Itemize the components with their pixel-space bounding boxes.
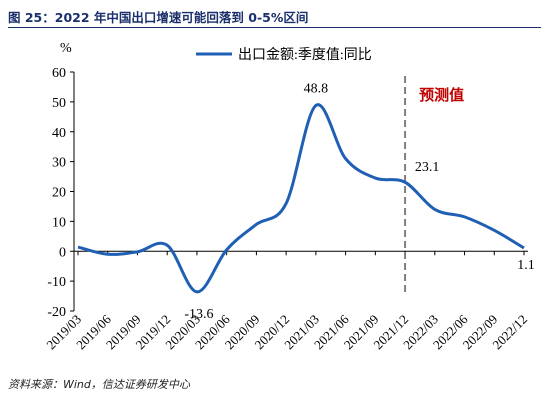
y-tick-label: 0	[59, 245, 66, 260]
legend: 出口金额:季度值:同比	[196, 47, 372, 63]
y-axis-label: %	[60, 41, 72, 56]
figure-title: 图 25：2022 年中国出口增速可能回落到 0-5%区间	[8, 10, 309, 25]
x-ticks: 2019/032019/062019/092019/122020/032020/…	[43, 251, 530, 352]
series-line	[77, 103, 525, 294]
y-tick-label: 50	[52, 96, 66, 111]
y-tick-label: -20	[47, 305, 66, 320]
y-tick-label: 40	[52, 126, 66, 141]
y-tick-label: 10	[52, 215, 66, 230]
y-tick-label: 60	[52, 66, 66, 81]
data-label: 1.1	[517, 258, 535, 273]
y-ticks: -20 -10 0 10 20 30 40 50 60	[47, 66, 74, 320]
data-label: -13.6	[184, 307, 213, 322]
series-group	[77, 103, 525, 294]
y-tick-label: 30	[52, 156, 66, 171]
y-tick-label: 20	[52, 186, 66, 201]
source-note: 资料来源：Wind，信达证券研发中心	[8, 378, 190, 391]
title-rule	[8, 27, 541, 28]
data-label: 23.1	[415, 160, 440, 175]
y-tick-label: -10	[47, 275, 66, 290]
data-label: 48.8	[304, 81, 329, 96]
axes	[73, 72, 528, 311]
legend-label: 出口金额:季度值:同比	[238, 47, 372, 63]
forecast-group: 预测值	[404, 76, 464, 296]
data-labels: -13.6 48.8 23.1 1.1	[184, 81, 534, 321]
forecast-label: 预测值	[419, 86, 464, 104]
